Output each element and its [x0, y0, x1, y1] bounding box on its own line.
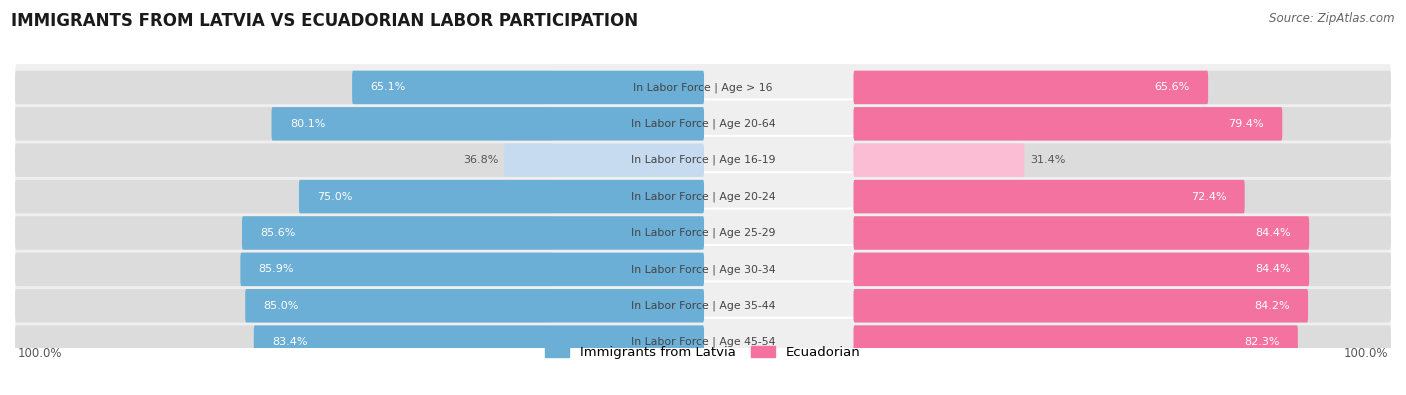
- FancyBboxPatch shape: [245, 289, 704, 322]
- FancyBboxPatch shape: [853, 143, 1025, 177]
- Text: 100.0%: 100.0%: [1344, 346, 1389, 359]
- Text: 84.2%: 84.2%: [1254, 301, 1289, 311]
- FancyBboxPatch shape: [15, 71, 553, 104]
- Text: In Labor Force | Age 30-34: In Labor Force | Age 30-34: [631, 264, 775, 275]
- FancyBboxPatch shape: [853, 325, 1391, 359]
- Text: In Labor Force | Age 20-64: In Labor Force | Age 20-64: [631, 118, 775, 129]
- FancyBboxPatch shape: [14, 209, 1392, 258]
- FancyBboxPatch shape: [15, 143, 553, 177]
- Text: 85.6%: 85.6%: [260, 228, 295, 238]
- FancyBboxPatch shape: [853, 216, 1391, 250]
- FancyBboxPatch shape: [14, 63, 1392, 112]
- FancyBboxPatch shape: [14, 136, 1392, 184]
- Text: In Labor Force | Age 45-54: In Labor Force | Age 45-54: [631, 337, 775, 347]
- FancyBboxPatch shape: [853, 180, 1391, 213]
- FancyBboxPatch shape: [254, 325, 704, 359]
- FancyBboxPatch shape: [14, 281, 1392, 330]
- FancyBboxPatch shape: [15, 107, 553, 141]
- Text: 84.4%: 84.4%: [1256, 264, 1291, 275]
- Text: IMMIGRANTS FROM LATVIA VS ECUADORIAN LABOR PARTICIPATION: IMMIGRANTS FROM LATVIA VS ECUADORIAN LAB…: [11, 12, 638, 30]
- FancyBboxPatch shape: [853, 253, 1391, 286]
- Text: 82.3%: 82.3%: [1244, 337, 1279, 347]
- Text: 75.0%: 75.0%: [318, 192, 353, 201]
- FancyBboxPatch shape: [853, 107, 1391, 141]
- Text: 72.4%: 72.4%: [1191, 192, 1226, 201]
- Text: In Labor Force | Age 20-24: In Labor Force | Age 20-24: [631, 191, 775, 202]
- FancyBboxPatch shape: [352, 71, 704, 104]
- FancyBboxPatch shape: [271, 107, 704, 141]
- FancyBboxPatch shape: [15, 253, 553, 286]
- FancyBboxPatch shape: [853, 143, 1391, 177]
- Text: In Labor Force | Age 25-29: In Labor Force | Age 25-29: [631, 228, 775, 238]
- Text: 84.4%: 84.4%: [1256, 228, 1291, 238]
- Text: 85.9%: 85.9%: [259, 264, 294, 275]
- FancyBboxPatch shape: [14, 245, 1392, 294]
- FancyBboxPatch shape: [853, 107, 1282, 141]
- FancyBboxPatch shape: [853, 216, 1309, 250]
- Text: 79.4%: 79.4%: [1229, 119, 1264, 129]
- FancyBboxPatch shape: [853, 71, 1391, 104]
- Text: 65.1%: 65.1%: [370, 83, 406, 92]
- Text: 65.6%: 65.6%: [1154, 83, 1189, 92]
- Text: 80.1%: 80.1%: [290, 119, 325, 129]
- Text: Source: ZipAtlas.com: Source: ZipAtlas.com: [1270, 12, 1395, 25]
- FancyBboxPatch shape: [853, 289, 1391, 322]
- FancyBboxPatch shape: [240, 253, 704, 286]
- Legend: Immigrants from Latvia, Ecuadorian: Immigrants from Latvia, Ecuadorian: [546, 346, 860, 359]
- Text: In Labor Force | Age 16-19: In Labor Force | Age 16-19: [631, 155, 775, 166]
- Text: 31.4%: 31.4%: [1031, 155, 1066, 165]
- FancyBboxPatch shape: [853, 289, 1308, 322]
- FancyBboxPatch shape: [15, 289, 553, 322]
- FancyBboxPatch shape: [15, 325, 553, 359]
- FancyBboxPatch shape: [853, 253, 1309, 286]
- FancyBboxPatch shape: [853, 71, 1208, 104]
- Text: In Labor Force | Age > 16: In Labor Force | Age > 16: [633, 82, 773, 93]
- Text: 83.4%: 83.4%: [271, 337, 308, 347]
- FancyBboxPatch shape: [853, 180, 1244, 213]
- FancyBboxPatch shape: [505, 143, 704, 177]
- FancyBboxPatch shape: [14, 172, 1392, 221]
- Text: 85.0%: 85.0%: [263, 301, 299, 311]
- Text: In Labor Force | Age 35-44: In Labor Force | Age 35-44: [631, 301, 775, 311]
- FancyBboxPatch shape: [15, 216, 553, 250]
- Text: 36.8%: 36.8%: [463, 155, 498, 165]
- Text: 100.0%: 100.0%: [17, 346, 62, 359]
- FancyBboxPatch shape: [853, 325, 1298, 359]
- FancyBboxPatch shape: [299, 180, 704, 213]
- FancyBboxPatch shape: [14, 318, 1392, 367]
- FancyBboxPatch shape: [242, 216, 704, 250]
- FancyBboxPatch shape: [14, 100, 1392, 148]
- FancyBboxPatch shape: [15, 180, 553, 213]
